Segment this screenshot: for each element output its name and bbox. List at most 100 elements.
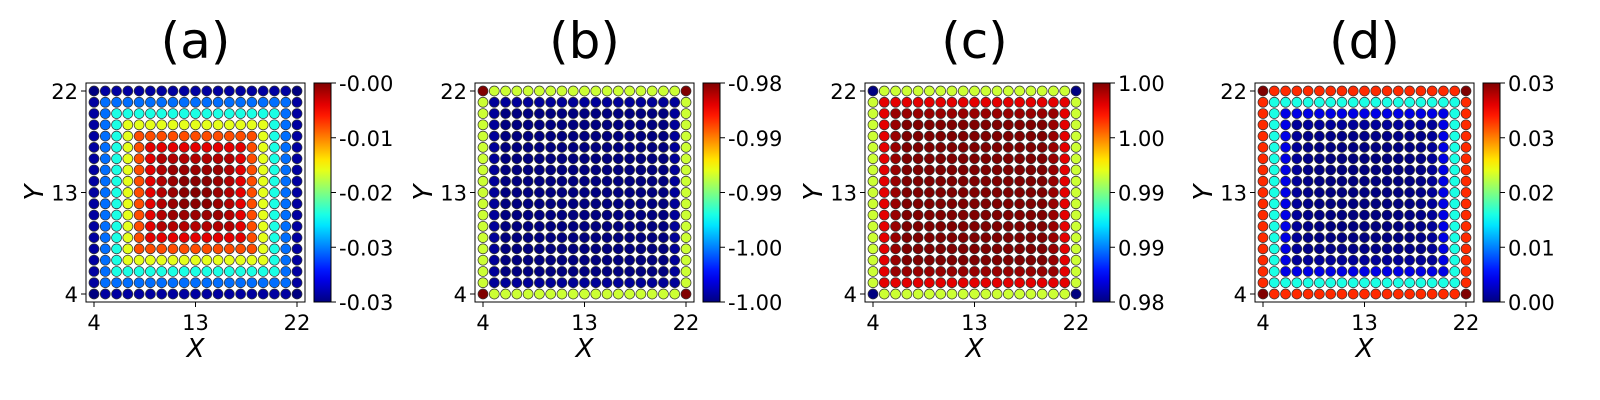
grid-point xyxy=(590,220,602,232)
grid-point xyxy=(500,198,511,210)
grid-point xyxy=(223,232,235,243)
grid-point xyxy=(534,187,545,198)
grid-point xyxy=(1268,175,1280,187)
grid-point xyxy=(1025,288,1037,300)
grid-point xyxy=(190,142,201,153)
grid-point xyxy=(111,164,122,176)
grid-point xyxy=(901,232,913,243)
grid-point xyxy=(1059,153,1071,165)
grid-point xyxy=(935,277,947,289)
grid-point xyxy=(624,198,635,210)
grid-point xyxy=(133,209,145,221)
grid-point xyxy=(1070,96,1082,108)
grid-point xyxy=(291,243,303,255)
grid-point xyxy=(291,277,303,289)
grid-point xyxy=(579,266,590,277)
grid-point xyxy=(601,153,613,165)
colorbar-tick-label: -0.03 xyxy=(339,236,393,260)
grid-point xyxy=(680,288,692,300)
grid-point xyxy=(291,108,303,119)
grid-point xyxy=(669,198,681,210)
grid-point xyxy=(201,187,213,198)
grid-point xyxy=(1268,288,1280,300)
grid-point xyxy=(924,266,935,277)
grid-point xyxy=(235,187,246,198)
grid-point xyxy=(612,266,624,277)
grid-point xyxy=(590,243,602,255)
grid-point xyxy=(201,85,213,97)
grid-point xyxy=(488,130,500,142)
grid-point xyxy=(1036,85,1048,97)
grid-point xyxy=(867,164,879,176)
grid-point xyxy=(522,96,534,108)
colorbar-tick-label: 1.00 xyxy=(1118,127,1165,151)
grid-point xyxy=(111,130,122,142)
grid-point xyxy=(867,266,879,277)
grid-point xyxy=(1059,96,1071,108)
x-tick-label: 4 xyxy=(1256,311,1269,335)
grid-point xyxy=(1025,85,1037,97)
grid-point xyxy=(635,130,647,142)
grid-point xyxy=(1036,232,1048,243)
grid-point xyxy=(991,288,1003,300)
grid-point xyxy=(223,153,235,165)
grid-point xyxy=(99,142,111,153)
grid-point xyxy=(1359,164,1370,176)
grid-point xyxy=(280,119,292,131)
grid-point xyxy=(190,119,201,131)
grid-point xyxy=(500,142,511,153)
colorbar-tick-label: -0.01 xyxy=(339,127,393,151)
grid-point xyxy=(133,96,145,108)
grid-point xyxy=(612,277,624,289)
grid-point xyxy=(190,85,201,97)
grid-point xyxy=(1381,232,1393,243)
grid-point xyxy=(1438,277,1449,289)
grid-point xyxy=(122,175,134,187)
grid-point xyxy=(567,198,579,210)
grid-point xyxy=(500,187,511,198)
grid-point xyxy=(680,175,692,187)
grid-point xyxy=(122,209,134,221)
grid-point xyxy=(201,153,213,165)
grid-point xyxy=(99,164,111,176)
grid-point xyxy=(1336,254,1348,266)
grid-point xyxy=(1415,254,1427,266)
grid-point xyxy=(500,220,511,232)
grid-point xyxy=(511,85,523,97)
grid-point xyxy=(1257,108,1269,119)
grid-point xyxy=(980,175,992,187)
x-tick-label: 22 xyxy=(673,311,700,335)
grid-point xyxy=(1404,96,1415,108)
grid-point xyxy=(624,277,635,289)
grid-point xyxy=(1280,288,1291,300)
grid-point xyxy=(488,96,500,108)
grid-point xyxy=(890,108,901,119)
grid-point xyxy=(145,232,156,243)
grid-point xyxy=(145,220,156,232)
grid-point xyxy=(133,164,145,176)
grid-point xyxy=(522,288,534,300)
grid-point xyxy=(212,198,224,210)
grid-point xyxy=(658,220,669,232)
grid-point xyxy=(269,142,280,153)
grid-point xyxy=(545,96,557,108)
grid-point xyxy=(156,187,168,198)
grid-point xyxy=(122,187,134,198)
grid-point xyxy=(635,243,647,255)
grid-point xyxy=(1070,153,1082,165)
grid-point xyxy=(867,198,879,210)
grid-point xyxy=(291,153,303,165)
grid-point xyxy=(969,187,980,198)
grid-point xyxy=(1325,85,1337,97)
grid-point xyxy=(924,232,935,243)
grid-point xyxy=(946,175,958,187)
grid-point xyxy=(890,175,901,187)
grid-point xyxy=(246,108,258,119)
grid-point xyxy=(223,175,235,187)
grid-point xyxy=(477,130,489,142)
grid-point xyxy=(579,96,590,108)
grid-point xyxy=(122,220,134,232)
grid-point xyxy=(969,288,980,300)
grid-point xyxy=(522,187,534,198)
grid-point xyxy=(280,288,292,300)
